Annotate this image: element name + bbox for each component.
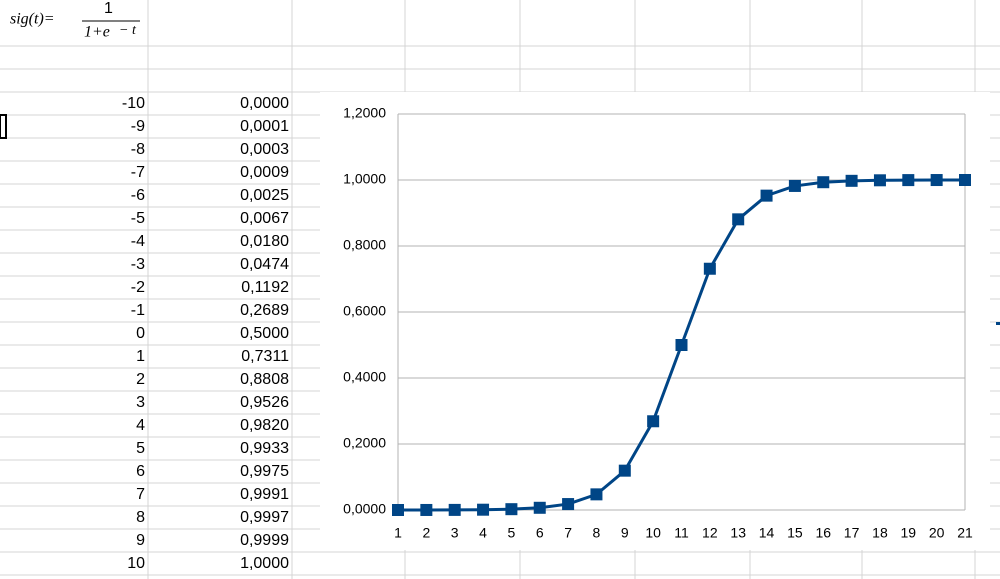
marker [392,504,404,516]
cell-sig: 0,0474 [240,256,289,273]
x-tick-label: 9 [621,525,629,541]
cell-t: -9 [131,118,145,135]
marker [562,498,575,511]
marker [590,488,603,501]
x-tick-label: 17 [844,525,860,541]
marker [477,503,490,516]
cell-sig: 0,9991 [240,486,289,503]
y-tick-label: 0,4000 [343,369,386,385]
marker [902,174,915,187]
marker [618,464,631,477]
marker [703,262,716,275]
cell-sig: 0,1192 [241,279,289,296]
marker [647,415,660,428]
cell-sig: 0,0180 [240,233,289,250]
y-tick-label: 1,2000 [343,105,386,121]
x-tick-label: 8 [593,525,601,541]
x-tick-label: 6 [536,525,544,541]
cell-t: -3 [131,256,145,273]
marker [873,174,886,187]
x-tick-label: 10 [645,525,661,541]
cell-sig: 0,9999 [240,532,289,549]
marker [817,176,830,189]
x-tick-label: 3 [451,525,459,541]
y-tick-label: 1,0000 [343,171,386,187]
chart-area[interactable] [320,92,990,550]
cell-sig: 0,0001 [240,118,289,135]
marker [788,179,801,192]
cell-t: -4 [131,233,145,250]
cell-sig: 1,0000 [240,555,289,572]
formula-lhs: sig(t)= [10,11,55,28]
cell-sig: 0,0067 [240,210,289,227]
cell-cursor [0,114,7,139]
marker [448,503,461,516]
marker [845,174,858,187]
cell-sig: 0,2689 [240,302,289,319]
y-tick-label: 0,6000 [343,303,386,319]
cell-t: -1 [131,302,145,319]
x-tick-label: 12 [702,525,718,541]
cell-t: 8 [136,509,145,526]
marker [505,503,518,516]
x-tick-label: 19 [901,525,917,541]
cell-sig: 0,0003 [240,141,289,158]
legend-fragment [996,322,1000,325]
cell-t: 1 [136,348,145,365]
cell-t: 7 [136,486,145,503]
x-tick-label: 7 [564,525,572,541]
marker [959,174,971,186]
x-tick-label: 18 [872,525,888,541]
x-tick-label: 13 [730,525,746,541]
marker [930,174,943,187]
y-tick-label: 0,8000 [343,237,386,253]
marker [732,213,745,226]
cell-t: 0 [136,325,145,342]
cell-sig: 0,9997 [240,509,289,526]
x-tick-label: 15 [787,525,803,541]
cell-sig: 0,9820 [240,417,289,434]
cell-sig: 0,9933 [240,440,289,457]
formula-numerator: 1 [104,0,113,17]
cell-t: -6 [131,187,145,204]
cell-t: 6 [136,463,145,480]
cell-sig: 0,0000 [240,95,289,112]
cell-sig: 0,0025 [240,187,289,204]
cell-t: 9 [136,532,145,549]
x-tick-label: 21 [957,525,973,541]
cell-t: -7 [131,164,145,181]
formula-exponent: − t [119,23,137,38]
marker [533,501,546,514]
cell-t: 2 [136,371,145,388]
x-tick-label: 2 [422,525,430,541]
cell-t: 5 [136,440,145,457]
cell-t: 3 [136,394,145,411]
x-tick-label: 5 [508,525,516,541]
cell-sig: 0,9526 [240,394,289,411]
cell-t: 10 [127,555,145,572]
cell-sig: 0,9975 [240,463,289,480]
x-tick-label: 11 [674,525,689,541]
marker [760,189,773,202]
cell-t: -2 [131,279,145,296]
cell-sig: 0,7311 [241,348,289,365]
x-tick-label: 4 [479,525,487,541]
y-tick-label: 0,0000 [343,501,386,517]
x-tick-label: 16 [815,525,831,541]
y-tick-label: 0,2000 [343,435,386,451]
marker [675,339,688,351]
formula-denominator: 1+e [84,24,110,41]
x-tick-label: 14 [759,525,775,541]
cell-t: -10 [122,95,145,112]
x-tick-label: 1 [394,525,402,541]
cell-sig: 0,5000 [240,325,289,342]
cell-t: -5 [131,210,145,227]
marker [420,503,433,516]
cell-sig: 0,8808 [240,371,289,388]
cell-sig: 0,0009 [240,164,289,181]
cell-t: 4 [136,417,145,434]
x-tick-label: 20 [929,525,945,541]
cell-t: -8 [131,141,145,158]
